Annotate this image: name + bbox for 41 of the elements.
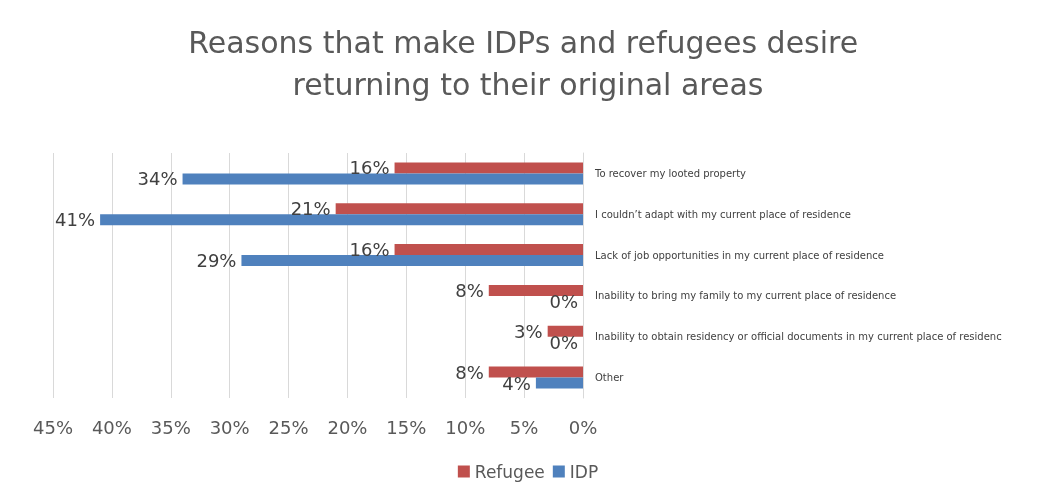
- bar: [394, 162, 583, 174]
- x-tick-label: 30%: [209, 416, 250, 438]
- data-label: 0%: [549, 290, 578, 312]
- bar: [100, 214, 583, 226]
- data-label: 29%: [196, 250, 237, 272]
- x-tick-label: 25%: [268, 416, 309, 438]
- bar: [241, 255, 583, 267]
- x-tick-label: 45%: [32, 416, 74, 438]
- y-tick-label: Lack of job opportunities in my current place of residence: [595, 249, 884, 261]
- data-label: 0%: [549, 331, 578, 353]
- bar: [335, 203, 583, 215]
- data-label: 8%: [455, 361, 484, 383]
- y-tick-label: I couldn’t adapt with my current place of residence: [595, 208, 851, 220]
- data-label: 3%: [514, 320, 543, 342]
- data-label: 4%: [502, 372, 531, 394]
- data-label: 41%: [55, 209, 96, 231]
- data-label: 21%: [290, 198, 331, 220]
- legend-label: IDP: [569, 461, 599, 482]
- x-tick-label: 5%: [509, 416, 539, 438]
- bar: [182, 173, 583, 185]
- x-tick-label: 15%: [386, 416, 427, 438]
- y-tick-label: Inability to bring my family to my current place of residence: [595, 290, 897, 302]
- x-tick-label: 40%: [91, 416, 132, 438]
- x-tick-label: 35%: [150, 416, 191, 438]
- x-tick-label: 10%: [445, 416, 486, 438]
- y-tick-label: To recover my looted property: [594, 167, 747, 179]
- x-tick-label: 0%: [568, 416, 598, 438]
- y-tick-label: Other: [595, 372, 625, 384]
- y-tick-label: Inability to obtain residency or official documents in my current place of residenc: [595, 331, 1002, 343]
- data-label: 8%: [455, 279, 484, 301]
- bar: [547, 325, 583, 337]
- data-label: 34%: [137, 168, 178, 190]
- bar: [488, 284, 583, 296]
- bar: [488, 366, 583, 378]
- legend-label: Refugee: [474, 461, 545, 482]
- chart-title: Reasons that make IDPs and refugees desire returning to their original areas: [188, 24, 868, 102]
- bar: [394, 244, 583, 256]
- x-tick-label: 20%: [327, 416, 368, 438]
- data-label: 16%: [349, 239, 390, 261]
- data-label: 16%: [349, 157, 390, 179]
- bar: [535, 377, 583, 389]
